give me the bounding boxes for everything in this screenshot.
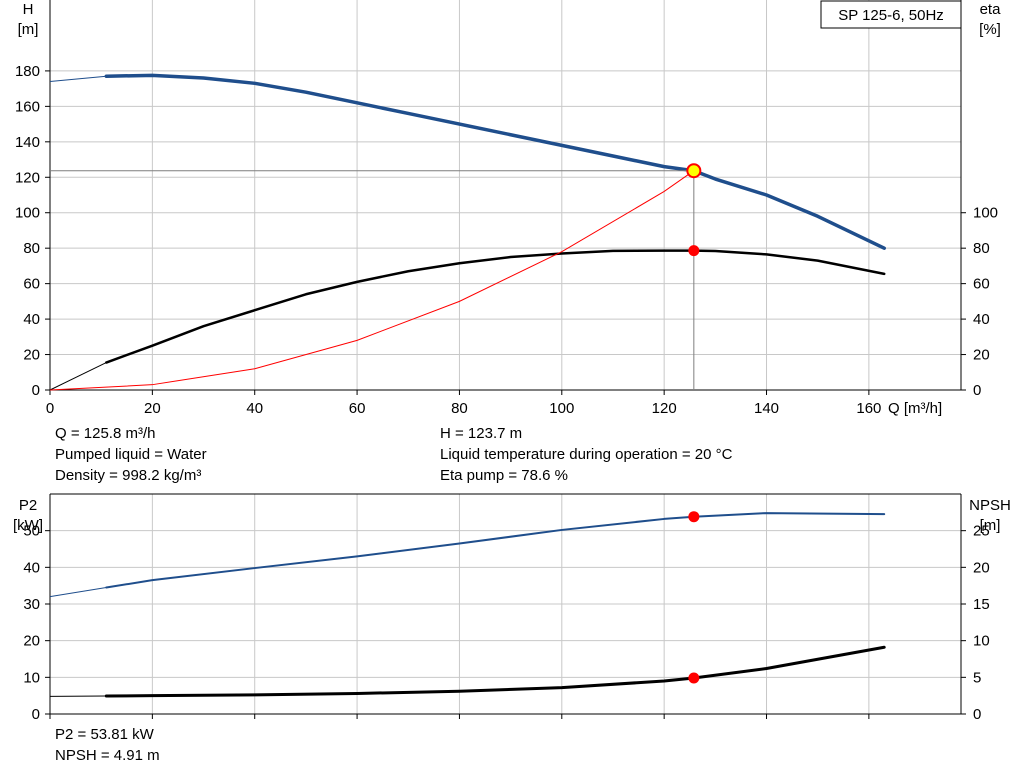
- top-left-tick-label: 40: [23, 311, 40, 328]
- legend-label: SP 125-6, 50Hz: [838, 7, 944, 24]
- bottom-left-tick-label: 40: [23, 559, 40, 576]
- top-left-tick-label: 20: [23, 347, 40, 364]
- top-x-tick-label: 60: [349, 400, 366, 417]
- p2-operating-point-marker: [688, 511, 700, 523]
- top-x-tick-label: 0: [46, 400, 54, 417]
- bottom-right-tick-label: 25: [973, 523, 990, 540]
- bottom-right-tick-label: 5: [973, 669, 981, 686]
- top-x-tick-label: 80: [451, 400, 468, 417]
- top-x-tick-label: 20: [144, 400, 161, 417]
- top-series-h-extension: [49, 75, 107, 83]
- bottom-series-npsh: [104, 645, 886, 698]
- top-left-tick-label: 80: [23, 240, 40, 257]
- top-x-tick-label: 160: [856, 400, 881, 417]
- top-x-tick-label: 40: [246, 400, 263, 417]
- p2-info: P2 = 53.81 kW: [55, 726, 154, 743]
- top-left-tick-label: 180: [15, 63, 40, 80]
- top-series-system: [49, 170, 695, 391]
- bottom-series-p2: [105, 512, 886, 589]
- bottom-left-axis-title: P2: [19, 497, 37, 514]
- bottom-right-tick-label: 10: [973, 633, 990, 650]
- pumped-liquid-info: Pumped liquid = Water: [55, 446, 207, 463]
- eta-operating-point-marker: [688, 245, 700, 257]
- top-right-axis-unit: [%]: [979, 21, 1001, 38]
- head-info: H = 123.7 m: [440, 425, 523, 442]
- bottom-series-p2-extension: [49, 587, 107, 598]
- bottom-left-tick-label: 30: [23, 596, 40, 613]
- top-x-tick-label: 120: [652, 400, 677, 417]
- top-x-tick-label: 100: [549, 400, 574, 417]
- top-series-h: [104, 73, 886, 250]
- top-left-tick-label: 120: [15, 169, 40, 186]
- top-left-tick-label: 0: [32, 382, 40, 399]
- top-left-tick-label: 60: [23, 276, 40, 293]
- npsh-info: NPSH = 4.91 m: [55, 747, 160, 764]
- top-right-tick-label: 100: [973, 205, 998, 222]
- top-right-tick-label: 0: [973, 382, 981, 399]
- top-left-tick-label: 140: [15, 134, 40, 151]
- top-left-axis-title: H: [23, 1, 34, 18]
- top-right-tick-label: 60: [973, 276, 990, 293]
- temperature-info: Liquid temperature during operation = 20…: [440, 446, 733, 463]
- density-info: Density = 998.2 kg/m³: [55, 467, 202, 484]
- top-series-eta: [105, 249, 886, 364]
- eta-pump-info: Eta pump = 78.6 %: [440, 467, 568, 484]
- h-operating-point-marker: [686, 163, 702, 179]
- bottom-right-tick-label: 15: [973, 596, 990, 613]
- top-left-axis-unit: [m]: [18, 21, 39, 38]
- bottom-left-tick-label: 50: [23, 523, 40, 540]
- legend-box: [820, 0, 962, 29]
- bottom-left-tick-label: 10: [23, 669, 40, 686]
- bottom-left-tick-label: 0: [32, 706, 40, 723]
- top-series-eta-extension: [49, 362, 107, 391]
- x-axis-label: Q [m³/h]: [888, 400, 942, 417]
- top-x-tick-label: 140: [754, 400, 779, 417]
- bottom-right-axis-title: NPSH: [969, 497, 1011, 514]
- npsh-operating-point-marker: [688, 672, 700, 684]
- bottom-right-tick-label: 20: [973, 559, 990, 576]
- top-right-tick-label: 80: [973, 240, 990, 257]
- top-left-tick-label: 100: [15, 205, 40, 222]
- q-info: Q = 125.8 m³/h: [55, 425, 156, 442]
- top-right-tick-label: 40: [973, 311, 990, 328]
- bottom-right-tick-label: 0: [973, 706, 981, 723]
- top-right-axis-title: eta: [980, 1, 1002, 18]
- bottom-left-tick-label: 20: [23, 633, 40, 650]
- top-left-tick-label: 160: [15, 98, 40, 115]
- top-right-tick-label: 20: [973, 347, 990, 364]
- bottom-left-axis-unit: [kW]: [13, 517, 43, 534]
- bottom-right-axis-unit: [m]: [980, 517, 1001, 534]
